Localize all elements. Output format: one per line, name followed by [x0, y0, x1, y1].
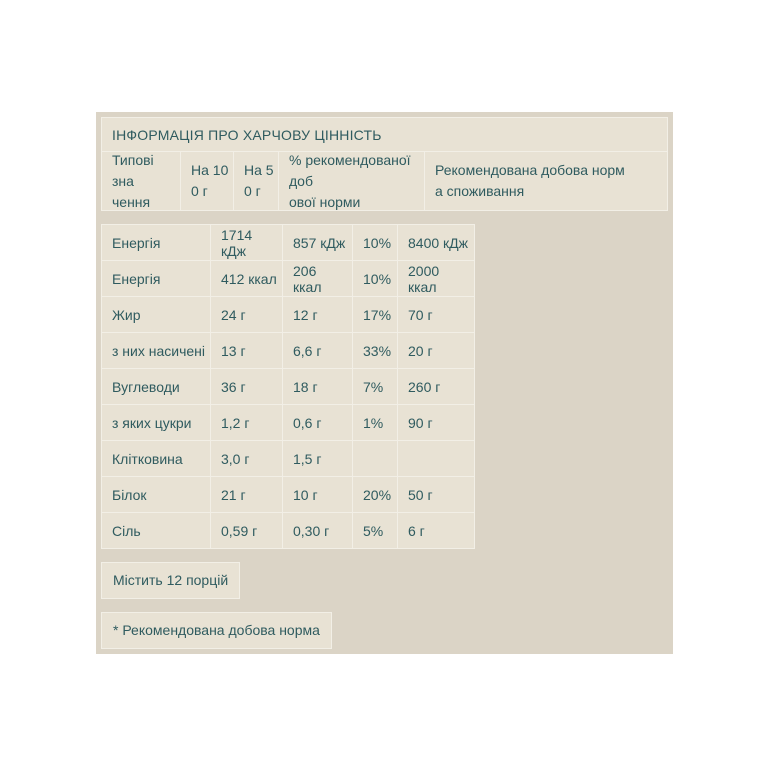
column-header-per-50g: На 5 0 г [234, 152, 278, 210]
nutrition-values-table: Енергія 1714 кДж 857 кДж 10% 8400 кДж Ен… [101, 224, 475, 549]
value-per-100g: 1714 кДж [211, 225, 282, 260]
column-header-typical-values: Типові зна чення [102, 152, 180, 210]
value-per-100g: 13 г [211, 333, 282, 368]
column-header-percent-rda: % рекомендованої доб ової норми [279, 152, 424, 210]
nutrient-name: Сіль [102, 513, 210, 548]
value-rda [398, 441, 474, 476]
servings-note: Містить 12 порцій [101, 562, 241, 599]
nutrient-name: Клітковина [102, 441, 210, 476]
value-per-100g: 36 г [211, 369, 282, 404]
value-per-50g: 1,5 г [283, 441, 352, 476]
value-rda: 8400 кДж [398, 225, 474, 260]
value-per-100g: 412 ккал [211, 261, 282, 296]
value-percent-rda: 10% [353, 225, 397, 260]
value-rda: 70 г [398, 297, 474, 332]
nutrient-name: з яких цукри [102, 405, 210, 440]
value-percent-rda: 10% [353, 261, 397, 296]
column-header-per-100g: На 10 0 г [181, 152, 233, 210]
value-per-100g: 1,2 г [211, 405, 282, 440]
value-per-50g: 0,6 г [283, 405, 352, 440]
value-per-50g: 857 кДж [283, 225, 352, 260]
column-header-rda-intake: Рекомендована добова норм а споживання [425, 152, 667, 210]
value-per-100g: 21 г [211, 477, 282, 512]
nutrient-name: Вуглеводи [102, 369, 210, 404]
value-rda: 2000 ккал [398, 261, 474, 296]
nutrition-header-table: ІНФОРМАЦІЯ ПРО ХАРЧОВУ ЦІННІСТЬ Типові з… [101, 117, 668, 211]
value-per-50g: 206 ккал [283, 261, 352, 296]
value-percent-rda: 7% [353, 369, 397, 404]
nutrient-name: Білок [102, 477, 210, 512]
value-per-100g: 3,0 г [211, 441, 282, 476]
value-rda: 50 г [398, 477, 474, 512]
value-percent-rda: 33% [353, 333, 397, 368]
value-percent-rda: 20% [353, 477, 397, 512]
value-per-100g: 24 г [211, 297, 282, 332]
panel-title: ІНФОРМАЦІЯ ПРО ХАРЧОВУ ЦІННІСТЬ [102, 118, 667, 151]
value-per-50g: 18 г [283, 369, 352, 404]
nutrient-name: Енергія [102, 261, 210, 296]
value-percent-rda [353, 441, 397, 476]
value-per-100g: 0,59 г [211, 513, 282, 548]
rda-footnote: * Рекомендована добова норма [101, 612, 332, 649]
nutrient-name: Енергія [102, 225, 210, 260]
value-percent-rda: 5% [353, 513, 397, 548]
value-rda: 20 г [398, 333, 474, 368]
value-percent-rda: 17% [353, 297, 397, 332]
nutrition-info-panel: ІНФОРМАЦІЯ ПРО ХАРЧОВУ ЦІННІСТЬ Типові з… [96, 112, 673, 654]
nutrient-name: Жир [102, 297, 210, 332]
value-rda: 6 г [398, 513, 474, 548]
value-per-50g: 10 г [283, 477, 352, 512]
value-percent-rda: 1% [353, 405, 397, 440]
value-per-50g: 12 г [283, 297, 352, 332]
value-rda: 90 г [398, 405, 474, 440]
value-per-50g: 0,30 г [283, 513, 352, 548]
nutrient-name: з них насичені [102, 333, 210, 368]
value-per-50g: 6,6 г [283, 333, 352, 368]
value-rda: 260 г [398, 369, 474, 404]
